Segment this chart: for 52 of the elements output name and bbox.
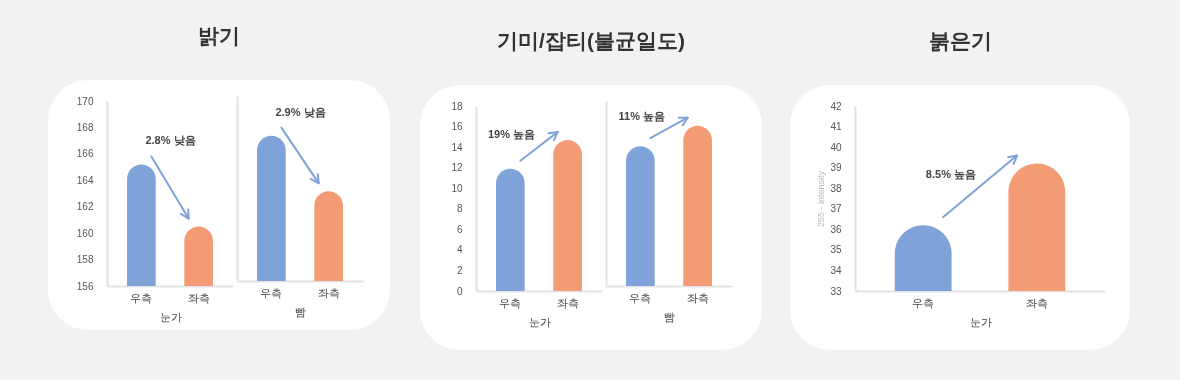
y-tick-label: 168 [76,121,94,133]
x-tick-label: 좌측 [556,296,579,309]
y-tick-label: 158 [76,254,94,266]
y-tick-label: 41 [829,121,842,133]
y-axis-title: 255 - intensity [815,170,826,228]
x-axis-title: 눈가 [159,310,181,323]
annotation: 11% 높음 [618,109,665,122]
y-tick-label: 16 [451,121,463,133]
y-tick-label: 12 [451,162,463,174]
y-tick-label: 4 [456,244,463,256]
y-tick-label: 170 [76,95,94,107]
y-tick-label: 39 [829,162,842,174]
y-tick-label: 10 [451,182,463,194]
y-tick-label: 36 [829,223,842,235]
y-tick-label: 6 [456,223,463,235]
x-tick-label: 우측 [129,291,152,304]
y-tick-label: 18 [451,100,463,112]
y-tick-label: 164 [76,174,94,186]
annotation: 2.9% 낮음 [274,105,326,118]
x-tick-label: 좌측 [686,291,709,304]
chart-title: 기미/잡티(불균일도) [496,28,686,54]
y-tick-label: 35 [829,244,842,256]
y-tick-label: 34 [829,264,842,276]
y-tick-label: 38 [829,182,842,194]
x-tick-label: 좌측 [317,286,340,299]
y-tick-label: 166 [76,148,94,160]
x-axis-title: 눈가 [969,315,991,328]
y-tick-label: 162 [76,201,94,213]
y-tick-label: 0 [456,285,463,297]
annotation: 19% 높음 [487,128,535,141]
x-tick-label: 우측 [629,291,652,304]
x-axis-title: 빰 [294,305,306,318]
chart-title: 붉은기 [927,28,993,54]
y-tick-label: 8 [456,203,463,215]
y-tick-label: 156 [76,280,94,292]
x-tick-label: 우측 [499,296,522,309]
y-tick-label: 33 [829,285,842,297]
x-axis-title: 눈가 [528,315,551,328]
y-tick-label: 14 [451,141,463,153]
chart-title: 밝기 [197,23,241,49]
x-tick-label: 우측 [911,296,934,309]
y-tick-label: 40 [829,141,842,153]
annotation: 2.8% 낮음 [144,134,196,147]
x-tick-label: 좌측 [1025,296,1048,309]
x-tick-label: 좌측 [187,291,210,304]
y-tick-label: 37 [829,203,842,215]
x-axis-title: 빰 [664,310,675,323]
y-tick-label: 42 [829,100,842,112]
annotation: 8.5% 높음 [925,168,976,181]
x-tick-label: 우측 [259,286,282,299]
y-tick-label: 2 [456,264,463,276]
y-tick-label: 160 [76,227,94,239]
